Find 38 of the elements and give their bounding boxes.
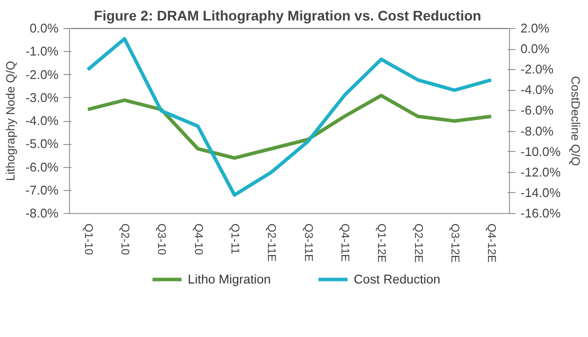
y2-tick-label: -8.0% [520, 124, 554, 138]
x-tick-label: Q2-12E [412, 224, 424, 263]
y2-tick-label: 2.0% [520, 22, 550, 36]
y-tick-label: -8.0% [25, 206, 58, 220]
x-tick-label: Q2-10 [118, 224, 130, 255]
y2-tick-label: 0.0% [520, 42, 550, 56]
x-tick-label: Q4-10 [192, 224, 204, 255]
y2-tick-label: -6.0% [520, 104, 554, 118]
y2-tick-label: -10.0% [520, 144, 561, 159]
y-tick-label: 0.0% [30, 22, 59, 36]
y-tick-label: -2.0% [25, 68, 58, 82]
y2-tick-label: -2.0% [520, 62, 554, 77]
x-tick-label: Q4-12E [485, 224, 498, 263]
y-tick-label: -7.0% [25, 183, 58, 198]
y-axis-title: Lithography Node Q/Q [3, 60, 18, 182]
x-tick-label: Q1-10 [82, 224, 94, 255]
y-tick-label: -3.0% [25, 90, 58, 105]
legend-label: Cost Reduction [354, 272, 440, 286]
x-tick-label: Q3-10 [155, 224, 168, 255]
y-tick-label: -6.0% [25, 160, 58, 174]
y2-tick-label: -12.0% [520, 165, 561, 180]
y-tick-label: -5.0% [25, 137, 58, 152]
x-tick-label: Q3-12E [448, 224, 460, 263]
x-tick-label: Q1-11 [228, 224, 240, 254]
chart-title: Figure 2: DRAM Lithography Migration vs. Cost Reduction [94, 8, 482, 24]
line-series [86, 94, 493, 160]
y2-tick-label: -14.0% [520, 186, 561, 200]
legend-label: Litho Migration [188, 272, 271, 286]
line-series [86, 37, 493, 197]
y-tick-label: -4.0% [25, 114, 58, 128]
y-tick-label: -1.0% [25, 44, 58, 59]
x-tick-label: Q4-11E [338, 224, 350, 262]
x-tick-label: Q1-12E [375, 224, 388, 263]
x-tick-label: Q2-11E [265, 224, 278, 262]
x-tick-label: Q3-11E [302, 224, 314, 262]
y2-axis-title: CostDecline Q/Q [568, 76, 583, 166]
y2-tick-label: -16.0% [520, 206, 561, 220]
y2-tick-label: -4.0% [520, 83, 554, 98]
